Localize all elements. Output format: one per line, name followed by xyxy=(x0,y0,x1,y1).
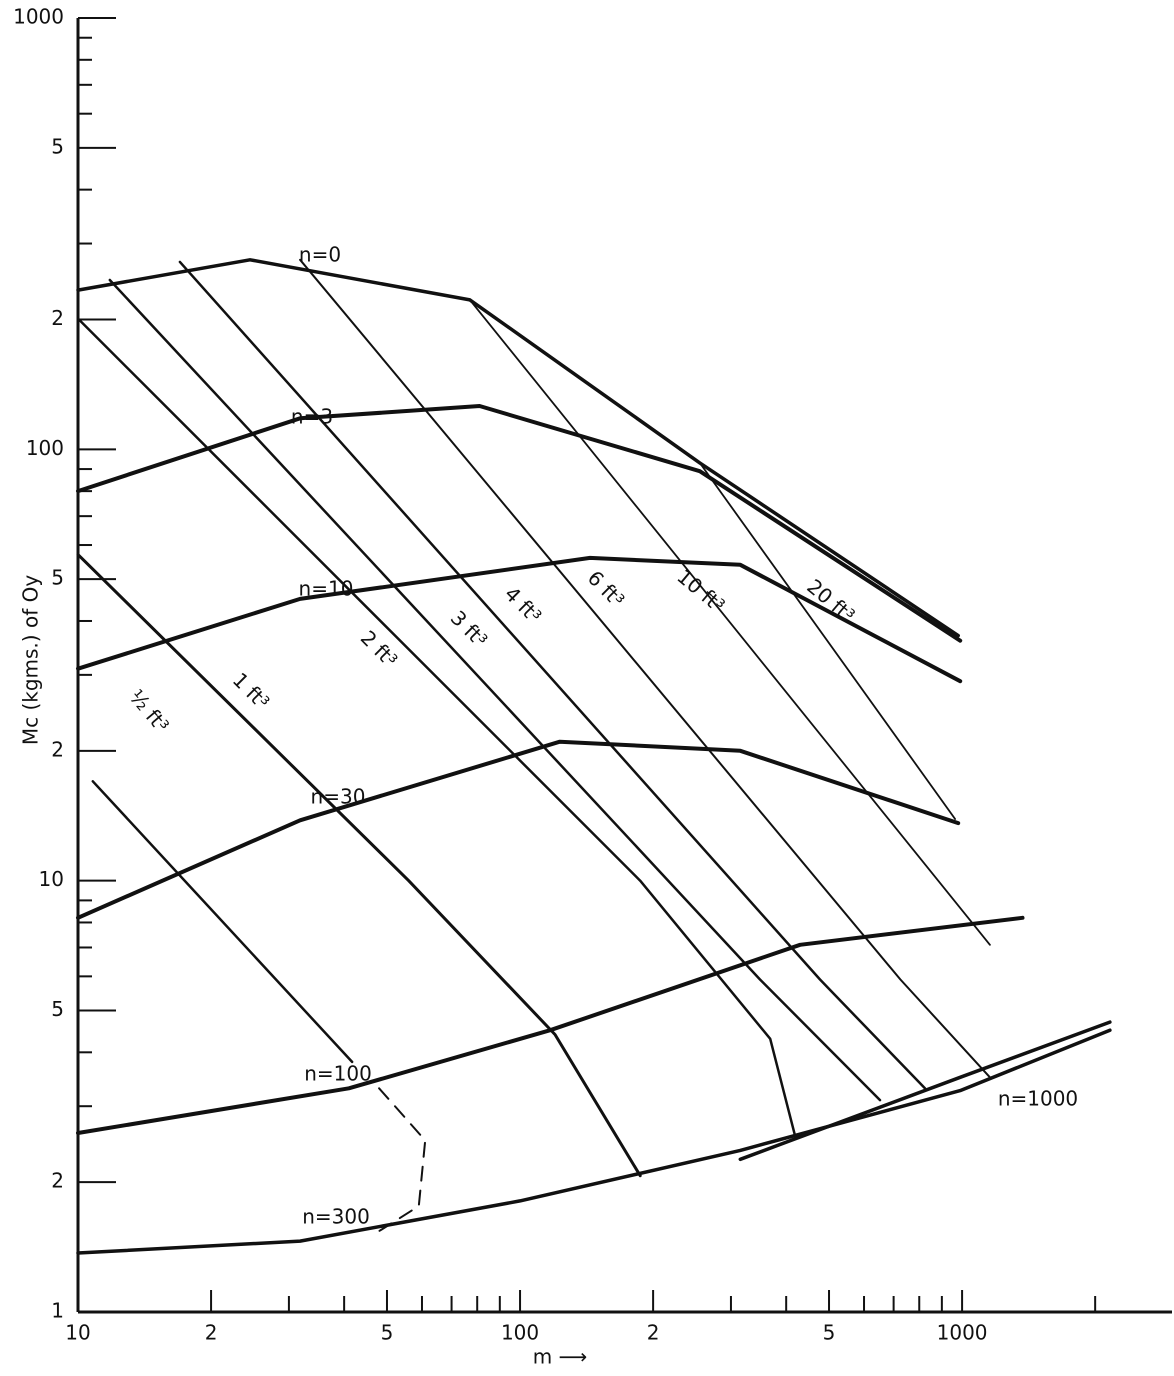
curve-label: ½ ft³ xyxy=(124,685,173,737)
x-tick-label: 5 xyxy=(823,1321,836,1345)
curve xyxy=(76,553,642,1178)
curve-label: n=300 xyxy=(302,1205,370,1229)
y-tick-label: 10 xyxy=(39,867,64,891)
y-tick-label: 5 xyxy=(51,997,64,1021)
curve-label: n=100 xyxy=(304,1062,372,1086)
curve xyxy=(178,260,927,1090)
curve xyxy=(108,278,882,1102)
y-tick-label: 2 xyxy=(51,737,64,761)
y-tick-label: 1 xyxy=(51,1299,64,1323)
curve xyxy=(76,739,961,920)
y-tick-label: 100 xyxy=(26,436,64,460)
curve-label: n=10 xyxy=(299,577,354,601)
curve xyxy=(76,404,963,643)
y-tick-label: 2 xyxy=(51,306,64,330)
y-tick-label: 2 xyxy=(51,1169,64,1193)
curve-label: n=1000 xyxy=(998,1087,1078,1111)
x-axis-label: m ⟶ xyxy=(533,1345,588,1369)
curve xyxy=(76,1028,1112,1255)
x-tick-label: 5 xyxy=(381,1321,394,1345)
y-axis-label: Mc (kgms.) of Oy xyxy=(19,575,43,745)
curve xyxy=(76,555,963,684)
curve xyxy=(378,1087,427,1233)
curve-label: n=30 xyxy=(311,785,366,809)
curve-label: 10 ft³ xyxy=(672,564,729,617)
y-tick-label: 5 xyxy=(51,134,64,158)
curve-label: 2 ft³ xyxy=(356,626,402,672)
curve-label: 6 ft³ xyxy=(583,566,629,612)
curve xyxy=(91,780,354,1064)
x-tick-label: 2 xyxy=(647,1321,660,1345)
y-tick-label: 5 xyxy=(51,566,64,590)
y-tick-label: 1000 xyxy=(13,5,64,29)
curve xyxy=(469,299,991,946)
curve xyxy=(76,317,797,1138)
curve-label: 3 ft³ xyxy=(446,606,492,652)
curve-label: n=0 xyxy=(299,243,341,267)
x-tick-label: 10 xyxy=(65,1321,90,1345)
curve-label: 4 ft³ xyxy=(500,582,546,628)
x-tick-label: 2 xyxy=(205,1321,218,1345)
curve xyxy=(698,462,956,820)
curve xyxy=(738,1020,1112,1162)
x-tick-label: 100 xyxy=(501,1321,539,1345)
curve xyxy=(299,258,991,1079)
x-tick-label: 1000 xyxy=(937,1321,988,1345)
